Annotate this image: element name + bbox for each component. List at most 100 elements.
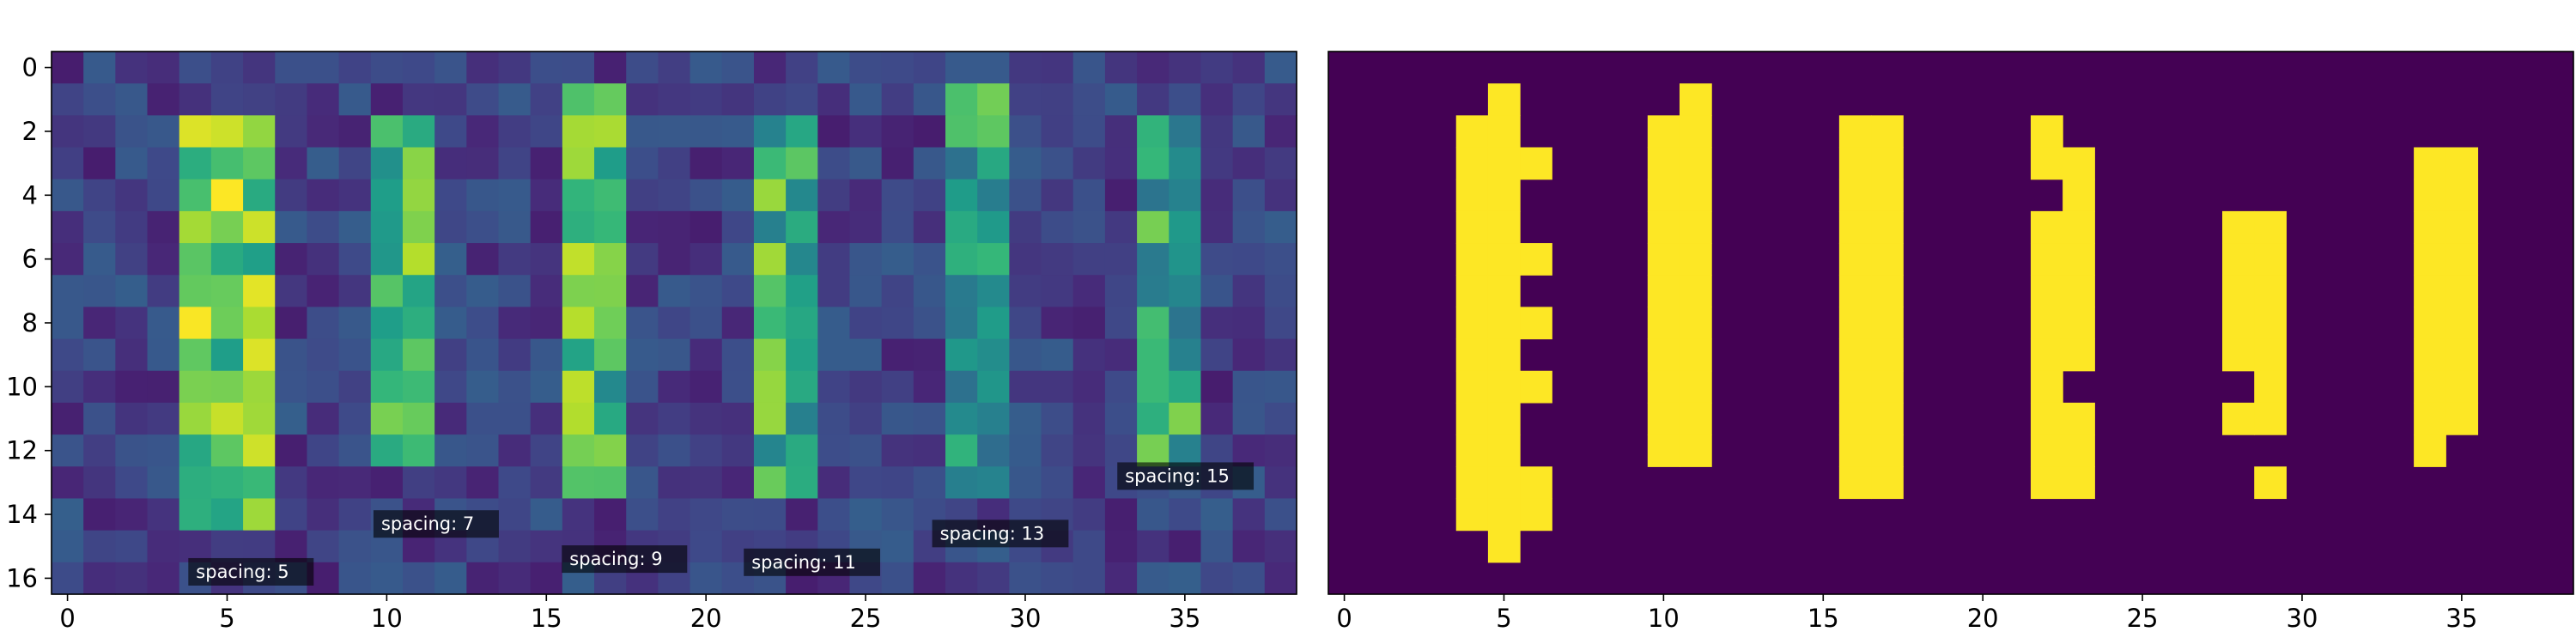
- mask-cell-on: [1838, 307, 1872, 340]
- heatmap-cell: [1264, 275, 1297, 308]
- heatmap-cell: [307, 402, 340, 435]
- heatmap-cell: [275, 115, 308, 149]
- heatmap-cell: [434, 466, 467, 500]
- heatmap-cell: [466, 338, 500, 372]
- heatmap-cell: [1232, 243, 1266, 276]
- heatmap-cell: [210, 307, 244, 340]
- heatmap-cell: [913, 466, 946, 500]
- heatmap-cell: [690, 530, 723, 563]
- heatmap-cell: [721, 243, 755, 276]
- heatmap-cell: [338, 498, 372, 532]
- heatmap-cell: [817, 83, 851, 116]
- heatmap-cell: [913, 370, 946, 404]
- mask-cell-on: [2030, 147, 2063, 180]
- mask-cell-on: [1679, 147, 1712, 180]
- heatmap-cell: [658, 83, 691, 116]
- mask-cell-on: [2063, 338, 2095, 372]
- heatmap-cell: [434, 243, 467, 276]
- mask-cell-on: [2445, 402, 2479, 435]
- heatmap-cell: [881, 115, 914, 149]
- heatmap-cell: [1072, 52, 1106, 84]
- mask-cell-on: [1679, 210, 1712, 244]
- heatmap-cell: [1169, 562, 1202, 595]
- heatmap-cell: [370, 210, 404, 244]
- heatmap-cell: [626, 338, 659, 372]
- heatmap-cell: [945, 179, 978, 212]
- heatmap-cells: [52, 52, 1297, 595]
- heatmap-cell: [115, 243, 149, 276]
- annotation-label: spacing: 13: [940, 523, 1045, 544]
- heatmap-cell: [849, 370, 883, 404]
- heatmap-cell: [913, 115, 946, 149]
- heatmap-cell: [849, 466, 883, 500]
- heatmap-cell: [210, 466, 244, 500]
- mask-cell-on: [1455, 434, 1489, 467]
- mask-cell-on: [1487, 434, 1521, 467]
- x-tick-label: 30: [2287, 604, 2318, 633]
- heatmap-cell: [562, 307, 595, 340]
- x-tick-label: 30: [1010, 604, 1042, 633]
- heatmap-cell: [498, 275, 532, 308]
- heatmap-cell: [147, 466, 180, 500]
- heatmap-cell: [498, 498, 532, 532]
- heatmap-cell: [115, 147, 149, 180]
- heatmap-cell: [1072, 115, 1106, 149]
- annotation-label: spacing: 9: [569, 549, 662, 569]
- heatmap-cell: [1137, 179, 1170, 212]
- mask-cell-on: [1455, 307, 1489, 340]
- heatmap-cell: [530, 466, 563, 500]
- heatmap-cell: [530, 243, 563, 276]
- mask-cell-on: [1679, 243, 1712, 276]
- heatmap-cell: [1009, 402, 1042, 435]
- heatmap-cell: [338, 275, 372, 308]
- heatmap-cell: [753, 115, 787, 149]
- heatmap-cell: [1104, 307, 1138, 340]
- heatmap-cell: [370, 83, 404, 116]
- heatmap-cell: [243, 530, 276, 563]
- heatmap-cell: [243, 338, 276, 372]
- heatmap-cell: [1072, 466, 1106, 500]
- heatmap-cell: [434, 179, 467, 212]
- mask-cell-on: [1871, 466, 1904, 500]
- heatmap-cell: [1104, 210, 1138, 244]
- mask-cell-on: [1871, 338, 1904, 372]
- mask-cell-on: [1871, 370, 1904, 404]
- mask-cell-on: [1838, 115, 1872, 149]
- heatmap-cell: [881, 530, 914, 563]
- heatmap-cell: [786, 434, 818, 467]
- heatmap-cell: [402, 210, 435, 244]
- heatmap-cell: [1200, 498, 1234, 532]
- heatmap-cell: [1137, 275, 1170, 308]
- heatmap-cell: [1200, 530, 1234, 563]
- heatmap-cell: [977, 83, 1010, 116]
- heatmap-cell: [1072, 179, 1106, 212]
- heatmap-cell: [179, 498, 212, 532]
- mask-cell-on: [1455, 402, 1489, 435]
- mask-cell-on: [1679, 83, 1712, 116]
- heatmap-cell: [466, 466, 500, 500]
- heatmap-cell: [147, 275, 180, 308]
- mask-cell-on: [1487, 498, 1521, 532]
- heatmap-cell: [370, 115, 404, 149]
- heatmap-cell: [1104, 275, 1138, 308]
- heatmap-cell: [1169, 434, 1202, 467]
- heatmap-cell: [721, 370, 755, 404]
- heatmap-cell: [658, 210, 691, 244]
- heatmap-cell: [945, 243, 978, 276]
- heatmap-cell: [594, 83, 627, 116]
- heatmap-cell: [243, 210, 276, 244]
- heatmap-cell: [913, 562, 946, 595]
- heatmap-cell: [83, 307, 116, 340]
- mask-cell-on: [2445, 275, 2479, 308]
- mask-cell-on: [1871, 402, 1904, 435]
- heatmap-cell: [179, 52, 212, 84]
- heatmap-cell: [1104, 243, 1138, 276]
- heatmap-cell: [83, 498, 116, 532]
- heatmap-cell: [945, 562, 978, 595]
- heatmap-cell: [402, 307, 435, 340]
- mask-cell-on: [2063, 402, 2095, 435]
- heatmap-cell: [817, 466, 851, 500]
- heatmap-cell: [1232, 562, 1266, 595]
- mask-cell-on: [2030, 243, 2063, 276]
